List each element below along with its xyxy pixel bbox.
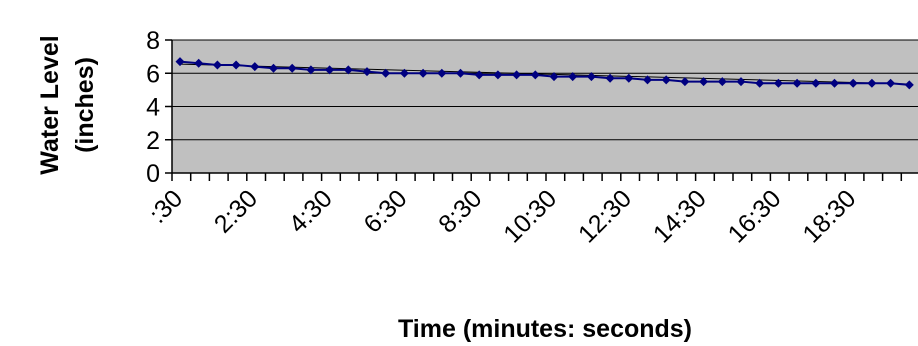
data-point	[568, 72, 578, 82]
y-tick-label: 0	[146, 160, 160, 188]
y-tick-labels: 0 2 4 6 8	[146, 27, 160, 188]
data-point	[549, 72, 559, 82]
data-point	[848, 78, 858, 88]
data-point	[437, 68, 447, 78]
y-axis-title-line1: Water Level	[36, 35, 64, 174]
data-point	[530, 70, 540, 80]
data-point	[212, 60, 222, 70]
series-line	[179, 60, 910, 86]
trendline	[179, 63, 910, 85]
gridlines	[172, 39, 918, 141]
data-point	[830, 78, 839, 88]
data-point	[605, 73, 615, 83]
x-tick-labels: :30 2:30 4:30 6:30 8:30 10:30 12:30 14:30 16:30 1…	[144, 184, 862, 248]
data-point	[194, 58, 204, 68]
data-point	[287, 63, 297, 73]
data-point	[175, 57, 185, 67]
data-point	[624, 73, 634, 83]
data-point	[325, 65, 335, 75]
data-point	[792, 78, 802, 88]
data-point	[512, 70, 522, 80]
data-point	[343, 65, 353, 75]
data-point	[381, 68, 391, 78]
data-point	[456, 68, 465, 78]
y-tick-label: 4	[146, 94, 160, 122]
data-point	[717, 77, 727, 87]
x-axis-title: Time (minutes: seconds)	[398, 315, 692, 343]
data-point	[867, 78, 877, 88]
data-point	[811, 78, 821, 88]
x-tick-label: 4:30	[284, 184, 338, 238]
x-tick-label: 18:30	[797, 184, 861, 248]
x-tick-label: 16:30	[723, 184, 787, 248]
data-point	[755, 78, 765, 88]
x-tick-label: 8:30	[433, 184, 487, 238]
series-water-level	[175, 57, 914, 90]
data-point	[269, 63, 278, 73]
data-point	[418, 68, 428, 78]
data-point	[736, 77, 746, 87]
data-point	[643, 75, 652, 85]
x-tick-label: 12:30	[573, 184, 637, 248]
data-point	[904, 80, 914, 90]
x-tick-label: :30	[144, 184, 188, 228]
y-tick-label: 2	[146, 127, 160, 155]
data-point	[306, 65, 316, 75]
data-point	[586, 72, 596, 82]
data-point	[886, 78, 896, 88]
y-tick-label: 8	[146, 27, 160, 55]
x-tick-label: 10:30	[498, 184, 562, 248]
x-tick-label: 2:30	[209, 184, 263, 238]
data-point	[399, 68, 409, 78]
data-point	[250, 62, 260, 72]
data-point	[474, 70, 484, 80]
data-point	[773, 78, 783, 88]
x-tick-label: 6:30	[358, 184, 412, 238]
data-point	[661, 75, 671, 85]
data-point	[493, 70, 503, 80]
y-axis-title-line2: (inches)	[71, 57, 99, 153]
axes	[165, 39, 918, 181]
data-point	[362, 67, 372, 77]
data-point	[699, 77, 709, 87]
trendline-line	[179, 63, 910, 85]
y-tick-label: 6	[146, 60, 160, 88]
data-point	[680, 77, 690, 87]
x-tick-label: 14:30	[648, 184, 712, 248]
data-point	[231, 60, 241, 70]
